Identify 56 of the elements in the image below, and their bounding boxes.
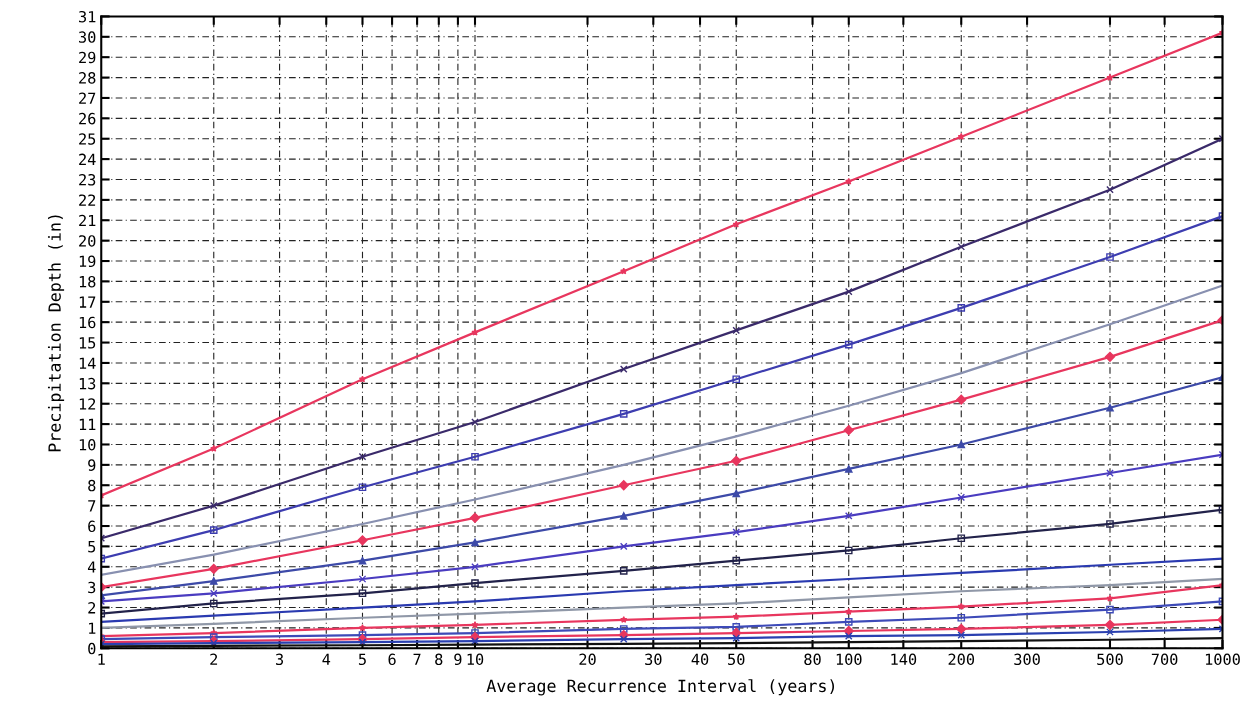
- x-tick-label: 100: [836, 653, 862, 666]
- x-tick-label: 1000: [1205, 653, 1240, 666]
- y-tick-label: 6: [88, 520, 96, 533]
- y-tick-label: 5: [88, 541, 96, 553]
- x-tick-label: 6: [388, 653, 396, 666]
- x-tick-label: 1: [98, 653, 105, 665]
- x-tick-label: 2: [210, 653, 218, 665]
- y-tick-label: 1: [89, 622, 96, 634]
- y-tick-label: 11: [79, 418, 96, 430]
- x-tick-label: 4: [322, 653, 331, 665]
- y-tick-label: 29: [79, 51, 96, 64]
- x-tick-label: 500: [1097, 653, 1123, 666]
- y-tick-label: 23: [79, 174, 96, 186]
- x-tick-label: 40: [691, 653, 709, 666]
- x-axis-title: Average Recurrence Interval (years): [486, 679, 835, 696]
- y-tick-label: 15: [79, 337, 96, 349]
- y-tick-label: 12: [79, 398, 96, 410]
- y-tick-label: 21: [79, 214, 96, 227]
- y-tick-label: 16: [79, 316, 96, 329]
- y-tick-label: 20: [79, 235, 96, 247]
- y-tick-label: 30: [79, 31, 96, 43]
- y-tick-label: 19: [79, 255, 96, 268]
- y-tick-label: 8: [88, 479, 96, 492]
- x-tick-label: 9: [454, 653, 462, 666]
- x-tick-label: 80: [804, 653, 821, 666]
- x-tick-label: 200: [948, 653, 975, 666]
- y-tick-label: 2: [88, 602, 96, 614]
- y-tick-label: 3: [88, 581, 96, 594]
- x-tick-label: 700: [1151, 653, 1178, 666]
- y-tick-label: 27: [79, 92, 96, 104]
- x-tick-label: 20: [579, 653, 596, 666]
- y-tick-label: 13: [79, 377, 96, 390]
- x-tick-label: 140: [891, 653, 917, 666]
- y-tick-label: 24: [79, 153, 96, 165]
- y-tick-label: 0: [88, 642, 96, 655]
- x-tick-label: 300: [1014, 653, 1040, 666]
- x-tick-label: 7: [413, 653, 421, 665]
- y-tick-label: 26: [79, 112, 96, 125]
- y-tick-label: 18: [79, 275, 96, 288]
- y-tick-label: 17: [79, 296, 96, 308]
- y-tick-label: 7: [88, 500, 96, 512]
- y-tick-label: 25: [79, 133, 96, 145]
- x-tick-label: 30: [645, 653, 662, 666]
- y-tick-label: 4: [87, 561, 96, 573]
- x-tick-label: 5: [358, 653, 366, 666]
- x-tick-label: 50: [728, 653, 745, 666]
- x-tick-label: 10: [467, 653, 484, 666]
- y-tick-label: 22: [79, 194, 96, 206]
- y-tick-label: 28: [79, 72, 96, 84]
- y-tick-label: 10: [79, 438, 96, 451]
- x-tick-label: 8: [435, 653, 443, 666]
- y-tick-label: 14: [79, 357, 96, 369]
- y-axis-title: Precipitation Depth (in): [47, 215, 65, 452]
- y-tick-label: 9: [88, 459, 96, 471]
- x-tick-label: 3: [276, 653, 284, 666]
- y-tick-label: 31: [79, 10, 96, 23]
